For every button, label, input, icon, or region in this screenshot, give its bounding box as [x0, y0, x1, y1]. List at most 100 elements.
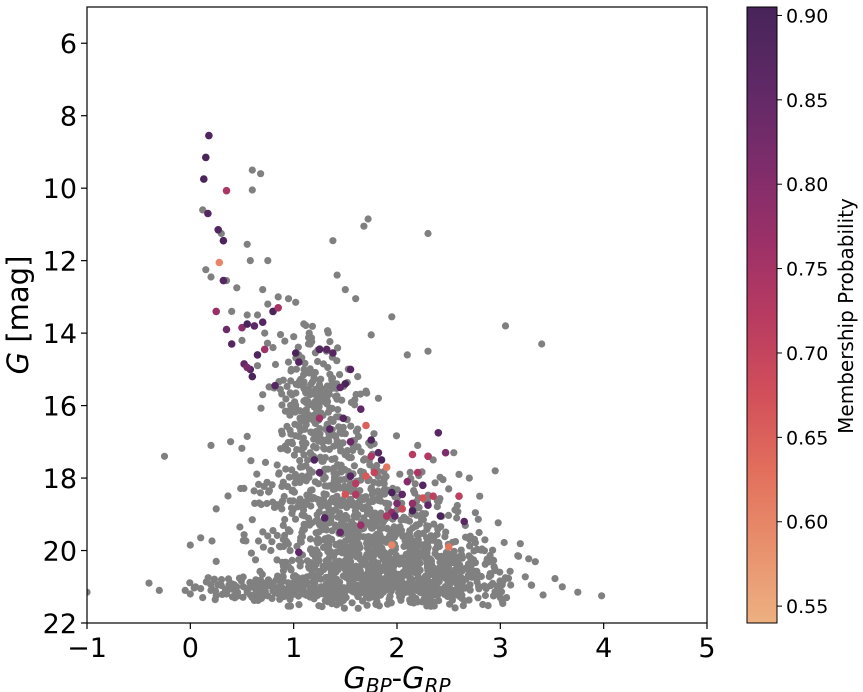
field-star-point	[305, 334, 313, 342]
field-star-point	[352, 390, 360, 399]
field-star-point	[271, 360, 280, 369]
member-star-point	[424, 501, 432, 510]
field-star-point	[298, 463, 307, 471]
field-star-point	[373, 598, 381, 606]
field-star-point	[208, 537, 216, 545]
field-star-point	[472, 574, 481, 582]
field-star-point	[278, 558, 286, 566]
field-star-point	[410, 487, 418, 495]
field-star-point	[247, 549, 255, 557]
field-star-point	[263, 339, 272, 347]
field-star-point	[318, 457, 326, 465]
member-star-point	[346, 438, 355, 446]
member-star-point	[315, 414, 324, 423]
colorbar-tick-label: 0.90	[786, 5, 828, 27]
field-star-point	[396, 588, 405, 596]
field-star-point	[377, 497, 385, 505]
field-star-point	[371, 568, 379, 576]
field-star-point	[363, 389, 371, 397]
field-star-point	[286, 547, 294, 555]
field-star-point	[369, 533, 378, 541]
field-star-point	[289, 573, 298, 581]
field-star-point	[470, 547, 478, 555]
field-star-point	[341, 286, 349, 294]
field-star-point	[280, 593, 288, 601]
member-star-point	[351, 490, 360, 499]
field-star-point	[287, 367, 295, 375]
field-star-point	[145, 579, 153, 587]
field-star-point	[320, 490, 328, 498]
field-star-point	[461, 564, 469, 573]
field-star-point	[217, 576, 226, 584]
field-star-point	[254, 537, 263, 545]
field-star-point	[474, 515, 482, 523]
field-star-point	[342, 587, 350, 595]
field-star-point	[212, 587, 220, 595]
field-star-point	[349, 446, 357, 455]
field-star-point	[243, 240, 251, 248]
field-star-point	[263, 478, 271, 486]
field-star-point	[202, 266, 210, 274]
field-star-point	[466, 554, 475, 562]
field-star-point	[210, 576, 218, 584]
member-star-point	[274, 304, 283, 312]
field-star-point	[411, 480, 419, 488]
field-star-point	[390, 557, 398, 565]
y-tick-label: 18	[43, 464, 77, 495]
field-star-point	[305, 401, 313, 409]
field-star-point	[350, 462, 358, 470]
field-star-point	[476, 492, 484, 500]
field-star-point	[373, 461, 381, 470]
field-star-point	[160, 452, 169, 460]
field-star-point	[190, 584, 198, 592]
y-axis-label: G [mag]	[1, 256, 35, 375]
field-star-point	[451, 538, 460, 546]
field-star-point	[363, 550, 371, 559]
field-star-point	[364, 215, 372, 223]
field-star-point	[324, 546, 332, 554]
field-star-point	[432, 579, 440, 587]
field-star-point	[264, 257, 272, 265]
member-star-point	[346, 365, 355, 374]
field-star-point	[259, 286, 267, 294]
field-star-point	[242, 537, 250, 545]
field-star-point	[354, 499, 362, 507]
member-star-point	[419, 494, 427, 502]
field-star-point	[295, 556, 303, 564]
member-star-point	[326, 425, 334, 433]
field-star-point	[336, 371, 344, 379]
field-star-point	[199, 594, 207, 602]
member-star-point	[444, 543, 453, 551]
field-star-point	[306, 535, 314, 543]
field-star-point	[275, 469, 283, 477]
field-star-point	[330, 469, 338, 477]
field-star-point	[257, 170, 265, 178]
field-star-point	[251, 556, 260, 564]
field-star-point	[361, 455, 369, 463]
member-star-point	[291, 349, 300, 357]
field-star-point	[275, 583, 283, 591]
field-star-point	[281, 337, 289, 345]
field-star-point	[197, 534, 205, 542]
field-star-point	[348, 599, 356, 607]
field-star-point	[422, 592, 430, 600]
y-tick-label: 20	[43, 537, 77, 568]
member-star-point	[429, 492, 438, 501]
field-star-point	[331, 521, 339, 529]
field-star-point	[489, 579, 497, 588]
field-star-point	[314, 427, 322, 435]
field-star-point	[244, 585, 252, 593]
field-star-point	[450, 547, 458, 556]
field-star-point	[300, 588, 308, 596]
field-star-point	[256, 489, 264, 497]
field-star-point	[238, 444, 246, 452]
field-star-point	[255, 480, 263, 488]
field-star-point	[286, 426, 294, 434]
field-star-point	[314, 516, 322, 524]
x-tick-label: 3	[492, 633, 509, 664]
member-star-point	[227, 340, 236, 348]
field-star-point	[497, 588, 506, 596]
field-star-point	[238, 336, 246, 344]
field-star-point	[370, 430, 378, 438]
